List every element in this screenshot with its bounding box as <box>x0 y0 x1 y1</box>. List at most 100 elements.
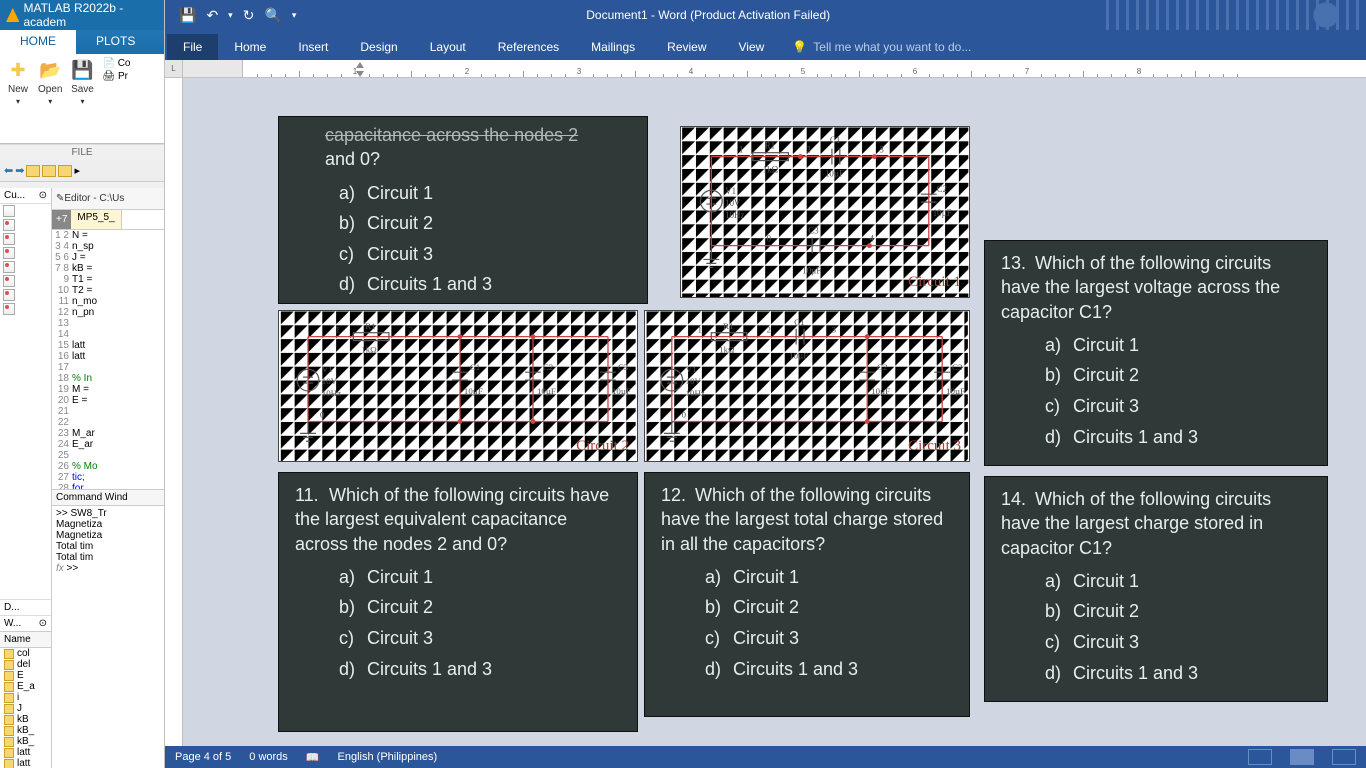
matlab-address-bar[interactable]: ⬅ ➡ ▸ <box>0 160 164 182</box>
ws-variable[interactable]: i <box>4 692 47 703</box>
ws-variable[interactable]: latt <box>4 758 47 768</box>
ws-variable[interactable]: kB <box>4 714 47 725</box>
ribbon-tab-home[interactable]: Home <box>218 34 282 60</box>
tab-plots[interactable]: PLOTS <box>76 30 155 54</box>
option-text: Circuit 2 <box>367 597 433 617</box>
tell-me-search[interactable]: 💡Tell me what you want to do... <box>780 34 983 60</box>
spellcheck-icon[interactable]: 📖 <box>306 751 320 764</box>
ribbon-tab-design[interactable]: Design <box>344 34 413 60</box>
qat-redo-icon[interactable]: ↻ <box>243 7 255 24</box>
save-button[interactable]: 💾Save▾ <box>70 58 94 139</box>
print-layout-icon[interactable] <box>1290 749 1314 765</box>
option-text: Circuit 1 <box>1073 335 1139 355</box>
ribbon-tab-file[interactable]: File <box>167 34 218 60</box>
circuit-1-label: Circuit 1 <box>908 274 961 291</box>
qat-undo-icon[interactable]: ↶ <box>206 7 218 24</box>
option-label: d) <box>705 654 733 685</box>
matlab-toolstrip: ✚New▾ 📂Open▾ 💾Save▾ 📄 Co 🖨 Pr <box>0 54 164 144</box>
dropdown-icon[interactable]: ⊙ <box>39 190 47 201</box>
svg-text:V1: V1 <box>725 186 736 196</box>
option-c: c)Circuit 3 <box>1045 627 1327 658</box>
dropdown-icon[interactable]: ▾ <box>228 10 233 21</box>
status-language[interactable]: English (Philippines) <box>338 751 438 763</box>
ws-variable[interactable]: kB_ <box>4 725 47 736</box>
page-area[interactable]: capacitance across the nodes 2 and 0? a)… <box>183 78 1366 746</box>
ruler-number: 8 <box>1137 67 1141 76</box>
print-button[interactable]: 🖨 Pr <box>102 71 130 82</box>
matlab-window: MATLAB R2022b - academ HOME PLOTS ✚New▾ … <box>0 0 165 768</box>
option-label: d) <box>339 654 367 685</box>
matlab-title-text: MATLAB R2022b - academ <box>23 1 164 29</box>
ribbon-tab-mailings[interactable]: Mailings <box>575 34 651 60</box>
new-button[interactable]: ✚New▾ <box>6 58 30 139</box>
ribbon-tab-review[interactable]: Review <box>651 34 722 60</box>
q12-number: 12. <box>661 483 695 507</box>
tab-home[interactable]: HOME <box>0 30 76 54</box>
file-icon <box>3 205 15 217</box>
ws-variable[interactable]: col <box>4 648 47 659</box>
svg-text:1kΩ: 1kΩ <box>719 344 735 354</box>
quick-access-toolbar: 💾 ↶ ▾ ↻ 🔍 ▾ <box>165 7 310 24</box>
svg-text:10µF: 10µF <box>802 265 821 275</box>
web-layout-icon[interactable] <box>1332 749 1356 765</box>
option-a: a)Circuit 1 <box>339 178 647 209</box>
ws-variable[interactable]: kB_ <box>4 736 47 747</box>
q11-stem: Which of the following circuits have the… <box>295 485 609 554</box>
option-d: d)Circuits 1 and 3 <box>705 654 969 685</box>
ruler-number: 5 <box>801 67 805 76</box>
ws-variable[interactable]: latt <box>4 747 47 758</box>
fx-icon[interactable]: fx <box>56 563 64 574</box>
variable-icon <box>4 671 14 681</box>
file-list[interactable] <box>0 204 51 599</box>
ws-variable[interactable]: E_a <box>4 681 47 692</box>
workspace-list[interactable]: coldelEE_aiJkBkB_kB_lattlattMM_aNn_n <box>0 648 51 768</box>
ws-variable[interactable]: E <box>4 670 47 681</box>
svg-text:10µF: 10µF <box>612 386 631 396</box>
option-label: b) <box>1045 596 1073 627</box>
forward-icon[interactable]: ➡ <box>15 164 24 177</box>
ribbon-tab-view[interactable]: View <box>723 34 781 60</box>
option-c: c)Circuit 3 <box>1045 391 1327 422</box>
file-icon <box>3 247 15 259</box>
editor-tab[interactable]: MP5_5_ <box>71 210 121 229</box>
file-icon <box>3 303 15 315</box>
ribbon-tabs: FileHomeInsertDesignLayoutReferencesMail… <box>165 30 1366 60</box>
ribbon-tab-insert[interactable]: Insert <box>282 34 344 60</box>
qat-customize-icon[interactable]: ▾ <box>292 10 297 21</box>
chevron-right-icon[interactable]: ▸ <box>74 164 80 177</box>
qat-save-icon[interactable]: 💾 <box>179 7 196 24</box>
ribbon-tab-layout[interactable]: Layout <box>414 34 482 60</box>
open-button[interactable]: 📂Open▾ <box>38 58 62 139</box>
svg-text:10V: 10V <box>725 198 741 208</box>
status-words[interactable]: 0 words <box>249 751 288 763</box>
option-text: Circuits 1 and 3 <box>733 659 858 679</box>
qat-preview-icon[interactable]: 🔍 <box>264 7 281 24</box>
command-window[interactable]: >> SW8_TrMagnetizaMagnetizaTotal timTota… <box>52 506 164 768</box>
file-icon <box>3 219 15 231</box>
compare-button[interactable]: 📄 Co <box>102 58 130 69</box>
tab-stop-button[interactable]: L <box>165 60 183 77</box>
file-icon <box>3 233 15 245</box>
svg-text:1: 1 <box>697 325 701 335</box>
horizontal-ruler[interactable]: L 12345678 <box>165 60 1366 78</box>
q10-stem-b: and 0? <box>325 147 631 171</box>
vertical-ruler[interactable] <box>165 78 183 746</box>
back-icon[interactable]: ⬅ <box>4 164 13 177</box>
svg-text:R1: R1 <box>765 141 775 151</box>
svg-text:2: 2 <box>806 145 810 155</box>
ws-variable[interactable]: J <box>4 703 47 714</box>
option-text: Circuit 2 <box>1073 601 1139 621</box>
ribbon-tab-references[interactable]: References <box>482 34 575 60</box>
svg-text:C3: C3 <box>808 226 819 236</box>
save-icon: 💾 <box>70 58 94 82</box>
editor-code[interactable]: 1 2 3 4 5 6 7 8 9 10 11 12 13 14 15 16 1… <box>52 230 164 489</box>
svg-text:10µF: 10µF <box>464 386 483 396</box>
read-mode-icon[interactable] <box>1248 749 1272 765</box>
variable-icon <box>4 704 14 714</box>
ws-variable[interactable]: del <box>4 659 47 670</box>
tab-count-badge[interactable]: +7 <box>52 210 71 229</box>
status-page[interactable]: Page 4 of 5 <box>175 751 231 763</box>
editor-tabs[interactable]: +7 MP5_5_ <box>52 210 164 230</box>
option-label: b) <box>339 592 367 623</box>
dropdown-icon: ▾ <box>80 97 84 106</box>
